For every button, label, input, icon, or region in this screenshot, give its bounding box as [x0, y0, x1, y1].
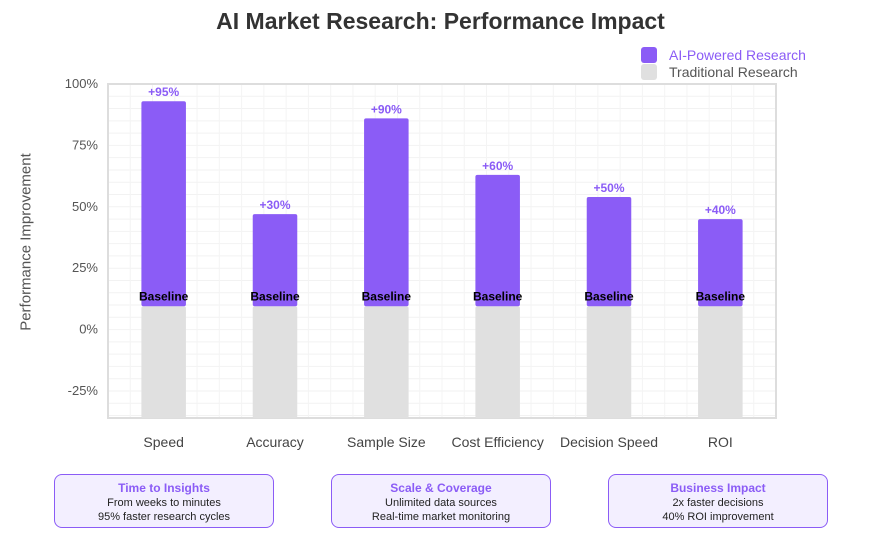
- legend: AI-Powered Research Traditional Research: [641, 46, 806, 80]
- bar-traditional: [364, 306, 409, 418]
- plot-border: [107, 83, 777, 419]
- card-title: Time to Insights: [118, 481, 210, 495]
- legend-swatch-traditional: [641, 63, 657, 80]
- bar-ai: [586, 196, 632, 307]
- baseline-label: Baseline: [139, 289, 189, 303]
- bar-data-label: +30%: [259, 198, 290, 212]
- baseline-label: Baseline: [250, 289, 300, 303]
- card-title: Business Impact: [670, 481, 766, 495]
- bar-data-label: +95%: [148, 85, 179, 99]
- legend-label-traditional: Traditional Research: [669, 63, 798, 80]
- x-tick-label: Sample Size: [347, 434, 426, 450]
- bar-ai: [698, 219, 743, 307]
- bar-ai: [475, 174, 520, 307]
- bar-traditional: [252, 306, 298, 418]
- y-tick-label: 0%: [79, 322, 98, 337]
- bar-ai: [141, 101, 186, 307]
- y-tick-label: 75%: [72, 137, 98, 152]
- bar-traditional: [141, 306, 186, 418]
- card-line: Unlimited data sources: [385, 497, 497, 509]
- card-line: From weeks to minutes: [107, 497, 221, 509]
- baseline-label: Baseline: [473, 289, 523, 303]
- bar-data-label: +40%: [705, 203, 736, 217]
- bar-chart: 100% 75% 50% 25% 0% -25% +95% Baseline Speed +30%…: [65, 76, 777, 450]
- chart-title: AI Market Research: Performance Impact: [216, 8, 665, 34]
- x-tick-label: Cost Efficiency: [451, 434, 543, 450]
- card-line: Real-time market monitoring: [371, 511, 511, 523]
- y-tick-label: -25%: [68, 383, 99, 398]
- legend-item-traditional[interactable]: Traditional Research: [641, 63, 806, 80]
- baseline-label: Baseline: [584, 289, 634, 303]
- y-tick-label: 25%: [72, 260, 98, 275]
- bar-traditional: [698, 306, 743, 418]
- legend-swatch-ai: [641, 46, 657, 63]
- x-tick-label: ROI: [708, 434, 733, 450]
- legend-label-ai: AI-Powered Research: [669, 46, 806, 63]
- card-line: 95% faster research cycles: [97, 511, 231, 523]
- y-tick-label: 100%: [65, 76, 99, 91]
- card-scale-coverage: Scale & Coverage Unlimited data sources …: [331, 474, 551, 528]
- card-time-to-insights: Time to Insights From weeks to minutes 9…: [54, 474, 274, 528]
- bar-data-label: +60%: [482, 159, 513, 173]
- card-line: 2x faster decisions: [672, 497, 764, 509]
- baseline-label: Baseline: [362, 289, 412, 303]
- baseline-label: Baseline: [696, 289, 746, 303]
- legend-item-ai[interactable]: AI-Powered Research: [641, 46, 806, 63]
- card-business-impact: Business Impact 2x faster decisions 40% …: [608, 474, 828, 528]
- x-tick-label: Decision Speed: [560, 434, 658, 450]
- x-tick-label: Accuracy: [246, 434, 304, 450]
- card-title: Scale & Coverage: [390, 481, 492, 495]
- bar-data-label: +90%: [371, 102, 402, 116]
- y-tick-label: 50%: [72, 199, 98, 214]
- x-tick-label: Speed: [143, 434, 183, 450]
- bar-data-label: +50%: [593, 181, 624, 195]
- bar-traditional: [475, 306, 520, 418]
- bar-traditional: [586, 306, 632, 418]
- bar-ai: [364, 118, 409, 307]
- bar-ai: [252, 214, 298, 307]
- card-line: 40% ROI improvement: [662, 511, 774, 523]
